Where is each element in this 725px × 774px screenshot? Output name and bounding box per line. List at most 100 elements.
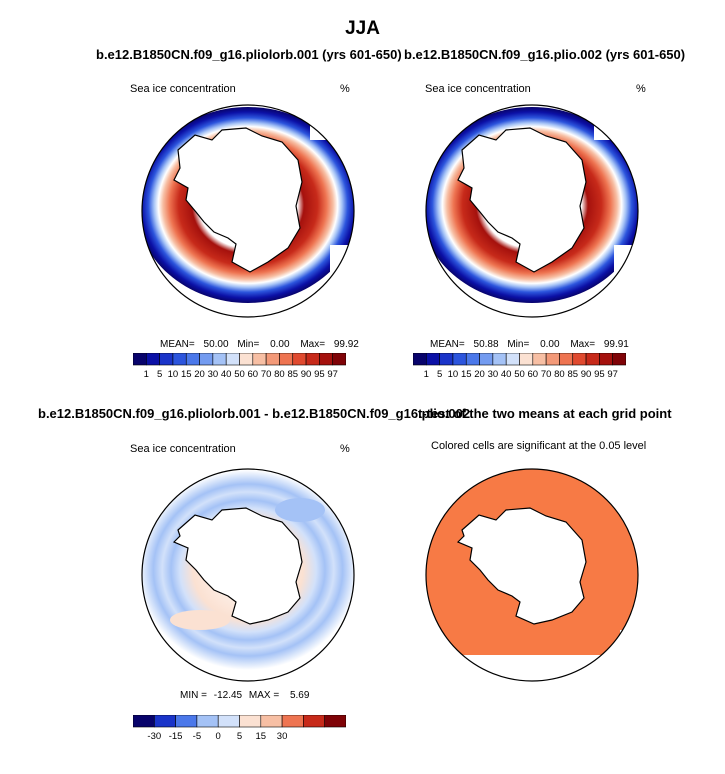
panel1-colorbar-tick-label: 15 bbox=[181, 369, 192, 380]
panel3-min-label: MIN = bbox=[180, 690, 207, 701]
panel2-colorbar-swatch bbox=[426, 352, 440, 366]
panel1-units: % bbox=[340, 83, 350, 95]
panel2-colorbar-tick-label: 30 bbox=[488, 369, 499, 380]
panel2-stats: MEAN= 50.88 Min= 0.00 Max= 99.91 bbox=[430, 339, 629, 350]
panel2-colorbar-tick-label: 97 bbox=[607, 369, 618, 380]
panel1-min-label: Min= bbox=[237, 339, 260, 350]
panel2-colorbar: 1 5 10 15 20 30 40 50 60 70 80 85 90 95 97 bbox=[412, 352, 627, 381]
panel3-colorbar-swatch bbox=[281, 714, 304, 728]
panel2-colorbar-swatch bbox=[452, 352, 467, 366]
panel2-colorbar-swatch bbox=[519, 352, 534, 366]
panel2-colorbar-swatch bbox=[465, 352, 480, 366]
panel2-colorbar-swatch bbox=[492, 352, 507, 366]
panel4-antarctica-outline bbox=[456, 507, 587, 625]
panel1-colorbar-tick-label: 95 bbox=[314, 369, 325, 380]
panel2-colorbar-tick-label: 80 bbox=[554, 369, 565, 380]
panel1-colorbar-tick-label: 97 bbox=[327, 369, 338, 380]
panel2-colorbar-swatch bbox=[612, 352, 627, 366]
panel1-colorbar-swatch bbox=[239, 352, 254, 366]
panel1-colorbar-tick-label: 40 bbox=[221, 369, 232, 380]
panel2-colorbar-tick-label: 90 bbox=[581, 369, 592, 380]
panel3-colorbar: -30 -15 -5 0 5 15 30 bbox=[132, 714, 347, 743]
panel1-colorbar-swatch bbox=[332, 352, 347, 366]
panel1-colorbar-swatch bbox=[225, 352, 240, 366]
panel1-mean-value: 50.00 bbox=[203, 339, 229, 350]
panel2-min-label: Min= bbox=[507, 339, 530, 350]
panel1-mean-label: MEAN= bbox=[160, 339, 195, 350]
panel1-antarctica-outline bbox=[173, 127, 303, 273]
panel1-stats: MEAN= 50.00 Min= 0.00 Max= 99.92 bbox=[160, 339, 359, 350]
panel1-colorbar-tick-label: 30 bbox=[208, 369, 219, 380]
panel2-colorbar-swatch bbox=[532, 352, 547, 366]
panel2-colorbar-tick-label: 5 bbox=[437, 369, 442, 380]
panel1-colorbar-swatch bbox=[319, 352, 333, 366]
panel1-ice-field bbox=[142, 107, 354, 303]
panel3-min-value: -12.45 bbox=[213, 690, 243, 701]
panel2-min-value: 0.00 bbox=[540, 339, 560, 350]
panel3-colorbar-tick-label: 30 bbox=[277, 731, 288, 742]
panel2-colorbar-tick-label: 10 bbox=[448, 369, 459, 380]
panel1-colorbar-tick-label: 60 bbox=[248, 369, 259, 380]
panel1-colorbar-tick-label: 70 bbox=[261, 369, 272, 380]
panel3-colorbar-tick-label: -30 bbox=[147, 731, 161, 742]
panel3-colorbar-swatch bbox=[239, 714, 262, 728]
panel1-field-label: Sea ice concentration bbox=[130, 83, 236, 95]
panel2-colorbar-tick-label: 15 bbox=[461, 369, 472, 380]
panel3-antarctica-outline bbox=[172, 507, 303, 625]
panel2-colorbar-tick-label: 70 bbox=[541, 369, 552, 380]
panel1-colorbar-swatch bbox=[212, 352, 227, 366]
panel3-map-border bbox=[141, 468, 355, 682]
panel2-colorbar-swatch bbox=[599, 352, 613, 366]
panel1-colorbar-swatch bbox=[132, 352, 147, 366]
panel3-colorbar-tick-label: -5 bbox=[193, 731, 201, 742]
panel3-colorbar-swatch bbox=[217, 714, 240, 728]
panel4-significance-field bbox=[426, 469, 638, 681]
panel2-max-label: Max= bbox=[570, 339, 596, 350]
panel1-max-label: Max= bbox=[300, 339, 326, 350]
panel1-case-title: b.e12.B1850CN.f09_g16.pliolorb.001 (yrs … bbox=[96, 47, 402, 62]
panel3-colorbar-swatch bbox=[175, 714, 198, 728]
panel3-stats: MIN = -12.45 MAX = 5.69 bbox=[180, 690, 309, 701]
panel1-colorbar-tick-label: 85 bbox=[287, 369, 298, 380]
panel1-colorbar-tick-label: 20 bbox=[194, 369, 205, 380]
panel2-colorbar-swatch bbox=[559, 352, 574, 366]
panel2-colorbar-tick-label: 50 bbox=[514, 369, 525, 380]
panel3-case-title: b.e12.B1850CN.f09_g16.pliolorb.001 - b.e… bbox=[38, 406, 471, 421]
panel4-title: t-test of the two means at each grid poi… bbox=[418, 406, 672, 421]
season-title: JJA bbox=[345, 18, 380, 39]
panel3-max-label: MAX = bbox=[248, 690, 280, 701]
panel3-colorbar-swatch bbox=[303, 714, 325, 728]
panel3-max-value: 5.69 bbox=[289, 690, 310, 701]
panel2-colorbar-swatch bbox=[479, 352, 494, 366]
panel1-colorbar-swatch bbox=[279, 352, 294, 366]
panel2-colorbar-swatch bbox=[585, 352, 600, 366]
panel2-colorbar-swatch bbox=[572, 352, 587, 366]
panel3-colorbar-swatch bbox=[153, 714, 176, 728]
panel2-colorbar-swatch bbox=[439, 352, 454, 366]
panel2-colorbar-swatch bbox=[412, 352, 427, 366]
panel1-colorbar-tick-label: 50 bbox=[234, 369, 245, 380]
panel2-colorbar-tick-label: 20 bbox=[474, 369, 485, 380]
panel3-colorbar-tick-label: 0 bbox=[216, 731, 221, 742]
panel2-ice-field bbox=[426, 107, 638, 303]
panel2-mean-value: 50.88 bbox=[473, 339, 499, 350]
panel1-colorbar-tick-label: 5 bbox=[157, 369, 162, 380]
panel1-colorbar-swatch bbox=[265, 352, 280, 366]
panel3-diff-field bbox=[142, 470, 354, 670]
panel1-colorbar-svg: 1 5 10 15 20 30 40 50 60 70 80 85 90 95 97 bbox=[132, 352, 347, 380]
panel2-colorbar-tick-label: 60 bbox=[528, 369, 539, 380]
panel2-colorbar-svg: 1 5 10 15 20 30 40 50 60 70 80 85 90 95 97 bbox=[412, 352, 627, 380]
panel3-colorbar-swatch bbox=[196, 714, 219, 728]
panel2-colorbar-tick-label: 85 bbox=[567, 369, 578, 380]
panel2-colorbar-swatch bbox=[545, 352, 560, 366]
panel4-map-border bbox=[425, 468, 639, 682]
panel3-colorbar-tick-label: 15 bbox=[256, 731, 267, 742]
panel1-colorbar-tick-label: 1 bbox=[144, 369, 149, 380]
panel2-field-label: Sea ice concentration bbox=[425, 83, 531, 95]
panel2-map-border bbox=[425, 104, 639, 318]
panel1-colorbar-tick-label: 80 bbox=[274, 369, 285, 380]
panel3-colorbar-swatch bbox=[132, 714, 155, 728]
panel1-colorbar-swatch bbox=[159, 352, 174, 366]
panel1-colorbar: 1 5 10 15 20 30 40 50 60 70 80 85 90 95 97 bbox=[132, 352, 347, 381]
